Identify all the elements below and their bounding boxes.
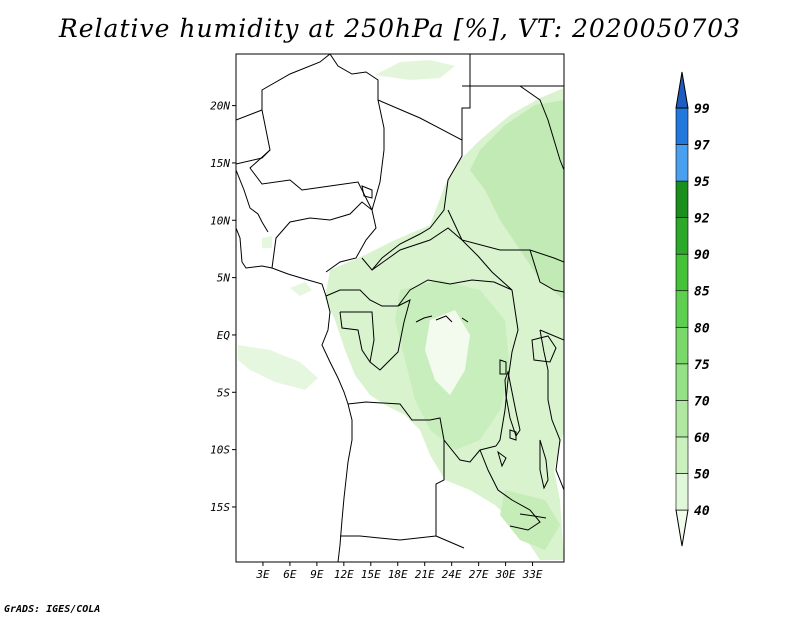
border-ethiopia <box>529 249 564 293</box>
colorbar-swatch <box>675 363 689 401</box>
border-angola-zambia <box>435 440 465 549</box>
border-namibia <box>340 535 437 541</box>
border-tanzania-kenya <box>539 329 564 341</box>
humidity-band-east <box>470 100 564 300</box>
border-algeria-libya <box>329 54 385 211</box>
lat-tick-label: 20N <box>210 100 230 113</box>
colorbar-level-label: 70 <box>694 394 710 409</box>
colorbar-swatch <box>675 107 689 145</box>
border-south-sudan <box>447 209 564 263</box>
lat-tick-label: 5S <box>217 386 231 399</box>
river-congo <box>415 315 469 323</box>
colorbar-swatch <box>675 400 689 438</box>
colorbar: 40 50 60 70 75 80 85 90 92 95 97 99 <box>675 71 710 547</box>
lon-tick-label: 30E <box>495 568 516 581</box>
lon-tick-label: 12E <box>334 568 354 581</box>
coastline <box>236 227 353 562</box>
humidity-patch-north <box>375 60 455 80</box>
credit-text: GrADS: IGES/COLA <box>4 604 101 615</box>
border-east-lakes <box>539 329 564 491</box>
border-gabon <box>339 311 371 363</box>
lon-tick-label: 3E <box>255 568 270 581</box>
colorbar-level-label: 40 <box>694 504 710 519</box>
colorbar-swatch <box>675 326 689 365</box>
lon-tick-label: 6E <box>283 568 297 581</box>
border-nigeria <box>271 201 377 273</box>
lat-tick-label: 5N <box>217 272 231 285</box>
colorbar-min-arrow <box>675 509 689 547</box>
colorbar-level-label: 97 <box>694 139 710 154</box>
colorbar-swatch <box>675 473 689 511</box>
lat-tick-label: 10S <box>210 444 230 457</box>
border-niger <box>249 109 373 211</box>
colorbar-level-label: 92 <box>694 212 710 227</box>
colorbar-swatch <box>675 217 689 255</box>
lat-tick-label: 15N <box>210 157 230 170</box>
humidity-patch-south <box>500 490 560 550</box>
colorbar-level-label: 95 <box>694 175 710 190</box>
colorbar-swatch <box>675 180 689 218</box>
humidity-streak-west <box>238 345 318 390</box>
colorbar-max-arrow <box>675 71 689 109</box>
border-mali-algeria <box>236 54 331 121</box>
lat-tick-label: 10N <box>210 214 230 227</box>
humidity-shading <box>238 60 564 560</box>
colorbar-swatch <box>675 144 689 182</box>
colorbar-swatch <box>675 253 689 292</box>
colorbar-level-label: 60 <box>694 431 710 446</box>
lon-tick-label: 9E <box>310 568 324 581</box>
border-congo <box>340 299 411 371</box>
border-mali-burkina <box>236 149 271 165</box>
border-chad <box>361 99 463 271</box>
colorbar-level-label: 50 <box>694 467 710 482</box>
lake-bangweulu <box>509 429 517 441</box>
lat-tick-label: EQ <box>217 329 231 342</box>
border-drc-east <box>495 289 519 447</box>
humidity-patch-sahel <box>262 236 272 248</box>
border-car <box>371 227 513 307</box>
lon-tick-label: 15E <box>361 568 381 581</box>
coastline-west-africa <box>236 169 269 233</box>
border-zambia <box>479 449 541 531</box>
border-red-sea <box>519 85 564 171</box>
lake-mweru <box>497 450 507 468</box>
map-frame <box>235 53 565 563</box>
lat-tick-label: 15S <box>210 501 230 514</box>
lon-tick-label: 24E <box>442 568 462 581</box>
border-libya-egypt <box>461 54 471 156</box>
humidity-patch-gulf <box>290 282 312 296</box>
colorbar-swatch <box>675 436 689 474</box>
country-boundaries <box>236 54 564 562</box>
lat-axis: 20N 15N 10N 5N EQ 5S 10S 15S <box>210 100 236 514</box>
lon-axis: 3E 6E 9E 12E 15E 18E 21E 24E 27E 30E 33E <box>255 562 543 581</box>
colorbar-level-label: 90 <box>694 248 710 263</box>
lake-kivu <box>499 359 507 375</box>
lon-tick-label: 21E <box>415 568 435 581</box>
colorbar-level-label: 75 <box>694 358 710 373</box>
colorbar-level-label: 99 <box>694 102 710 117</box>
lon-tick-label: 33E <box>522 568 543 581</box>
border-cameroon <box>325 289 398 307</box>
lon-tick-label: 27E <box>469 568 489 581</box>
lake-chad <box>361 185 373 199</box>
map-title: Relative humidity at 250hPa [%], VT: 202… <box>58 14 742 43</box>
lake-victoria <box>531 335 557 363</box>
lake-malawi <box>539 439 549 490</box>
lake-kariba <box>519 513 547 519</box>
colorbar-swatch <box>675 290 689 328</box>
colorbar-level-label: 85 <box>694 285 710 300</box>
lon-tick-label: 18E <box>388 568 408 581</box>
humidity-patch-dry <box>425 310 470 395</box>
border-drc-angola <box>347 401 497 463</box>
colorbar-level-label: 80 <box>694 321 710 336</box>
